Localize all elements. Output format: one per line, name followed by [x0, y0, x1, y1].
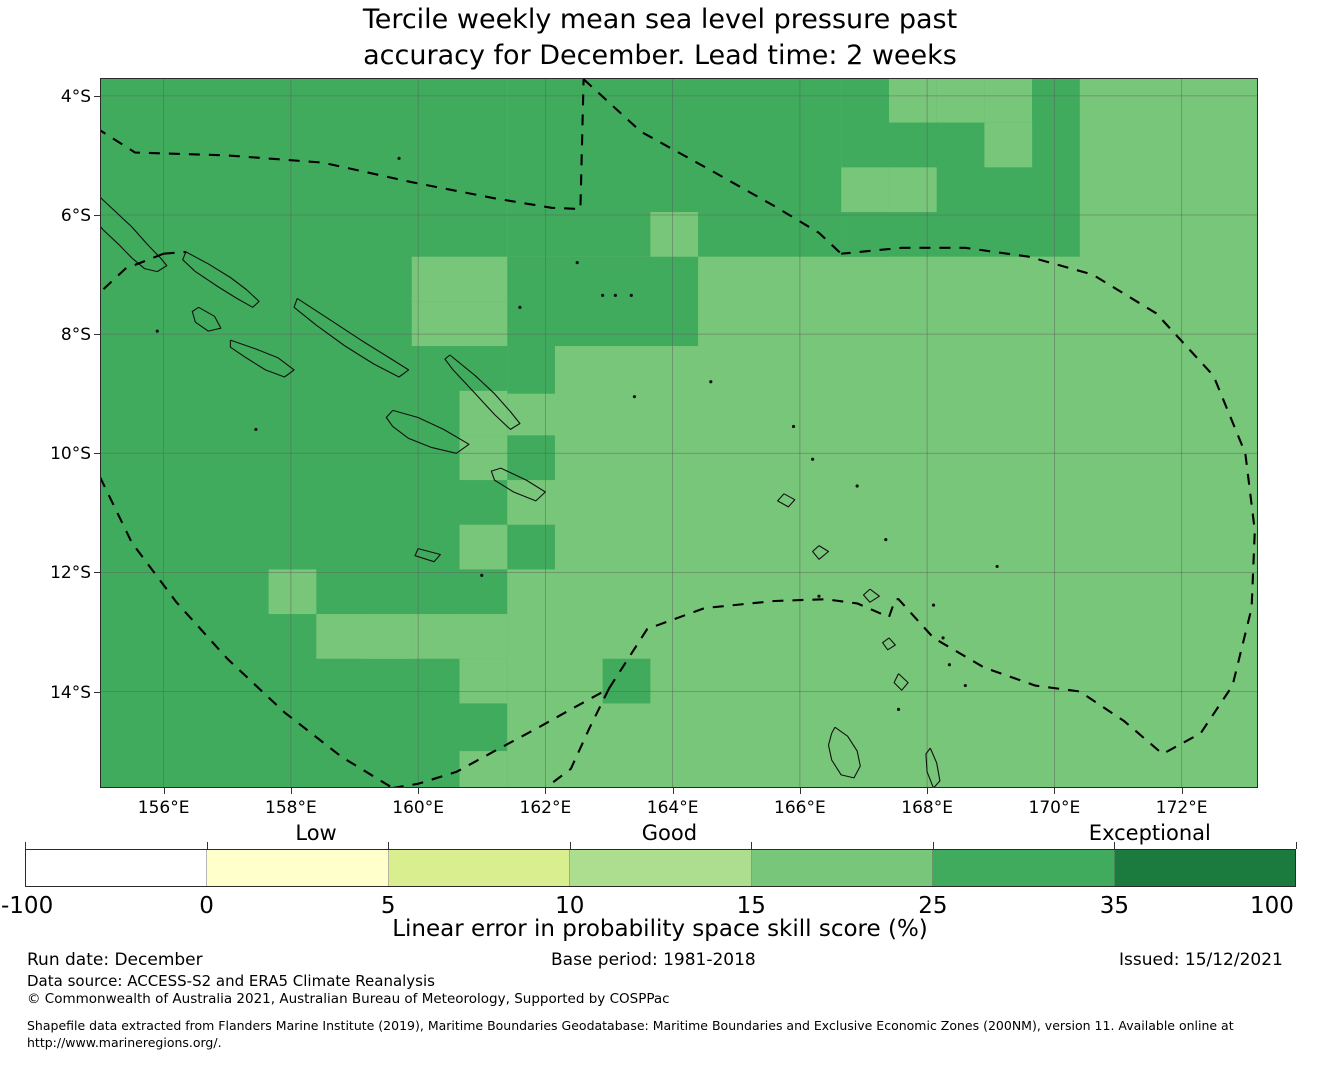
colorbar-tick-label: 35: [1099, 893, 1130, 919]
y-axis-tick-mark: [94, 453, 100, 455]
x-axis-tick-mark: [418, 788, 420, 794]
x-axis-tick-label: 164°E: [646, 798, 699, 818]
base-period-text: Base period: 1981-2018: [551, 950, 756, 970]
x-axis-tick-mark: [163, 788, 165, 794]
colorbar-segment: [570, 850, 752, 886]
page-title-line-2: accuracy for December. Lead time: 2 week…: [363, 40, 957, 71]
y-axis-tick-mark: [94, 214, 100, 216]
colorbar-tick-label: -100: [1, 893, 54, 919]
colorbar-axis-label: Linear error in probability space skill …: [392, 916, 928, 942]
x-axis-tick-mark: [927, 788, 929, 794]
x-axis-tick-label: 166°E: [774, 798, 826, 818]
colorbar-segment: [933, 850, 1115, 886]
y-axis-tick-label: 6°S: [60, 205, 91, 226]
y-axis-tick-label: 4°S: [60, 86, 91, 107]
x-axis-tick-label: 160°E: [392, 798, 444, 818]
colorbar-gradient: [25, 849, 1296, 887]
page-title: Tercile weekly mean sea level pressure p…: [0, 2, 1320, 74]
eez-boundary-layer: [100, 78, 1256, 788]
x-axis-tick-label: 156°E: [137, 798, 190, 818]
issued-date-text: Issued: 15/12/2021: [1119, 950, 1283, 970]
y-axis-tick-mark: [94, 334, 100, 336]
y-axis-tick-label: 8°S: [60, 325, 91, 346]
copyright-text: © Commonwealth of Australia 2021, Austra…: [27, 991, 670, 1007]
x-axis-tick-mark: [545, 788, 547, 794]
shapefile-credit-line-2: http://www.marineregions.org/.: [27, 1035, 222, 1050]
y-axis-tick-mark: [94, 572, 100, 574]
colorbar-tick-mark: [25, 842, 26, 849]
colorbar-tick-label: 100: [1250, 893, 1294, 919]
colorbar-tick-mark: [751, 842, 753, 849]
colorbar-tick-label: 0: [199, 893, 214, 919]
map-layers: [100, 78, 1258, 788]
x-axis-tick-label: 170°E: [1028, 798, 1081, 818]
colorbar-tick-label: 5: [380, 893, 396, 919]
y-axis-tick-mark: [94, 691, 100, 693]
x-axis-tick-mark: [1054, 788, 1056, 794]
map-plot-area: [100, 78, 1258, 788]
y-axis-tick-label: 10°S: [50, 444, 91, 465]
skill-score-cells-layer: [100, 78, 1258, 788]
colorbar-segment: [388, 850, 571, 886]
x-axis-tick-mark: [290, 788, 292, 794]
coastline-layer: [100, 156, 999, 788]
shapefile-credit-line-1: Shapefile data extracted from Flanders M…: [27, 1018, 1234, 1033]
colorbar: [25, 849, 1296, 887]
colorbar-tick-mark: [569, 842, 571, 849]
colorbar-segment: [26, 850, 208, 886]
y-axis-tick-label: 14°S: [50, 682, 91, 703]
y-axis-tick-label: 12°S: [50, 563, 91, 584]
colorbar-tick-label: 25: [918, 893, 948, 919]
colorbar-tick-label: 10: [555, 893, 585, 919]
data-source-text: Data source: ACCESS-S2 and ERA5 Climate …: [27, 972, 435, 990]
run-date-text: Run date: December: [27, 950, 203, 970]
x-axis-tick-mark: [1181, 788, 1183, 794]
x-axis-tick-label: 168°E: [901, 798, 953, 818]
colorbar-tick-mark: [932, 842, 934, 849]
colorbar-tick-mark: [206, 842, 208, 849]
colorbar-tick-mark: [1296, 842, 1297, 849]
colorbar-tick-mark: [388, 842, 390, 849]
colorbar-segment: [1114, 850, 1295, 886]
map-canvas: [100, 78, 1258, 788]
colorbar-category-label: Good: [641, 821, 698, 845]
colorbar-segment: [751, 850, 934, 886]
x-axis-tick-label: 158°E: [265, 798, 317, 818]
colorbar-category-label: Low: [295, 821, 337, 845]
colorbar-tick-mark: [1114, 842, 1116, 849]
x-axis-tick-label: 162°E: [519, 798, 572, 818]
colorbar-segment: [207, 850, 389, 886]
page-title-line-1: Tercile weekly mean sea level pressure p…: [362, 4, 958, 35]
x-axis-tick-mark: [799, 788, 801, 794]
x-axis-tick-mark: [672, 788, 674, 794]
colorbar-tick-label: 15: [736, 893, 766, 919]
graticule-layer: [100, 78, 1258, 788]
x-axis-tick-label: 172°E: [1155, 798, 1208, 818]
y-axis-tick-mark: [94, 95, 100, 97]
colorbar-category-label: Exceptional: [1088, 821, 1211, 845]
